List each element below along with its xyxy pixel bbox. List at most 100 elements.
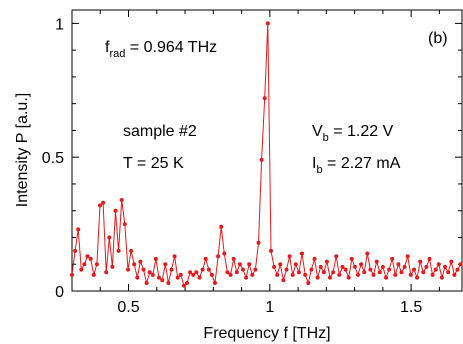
data-point bbox=[219, 224, 224, 229]
data-point bbox=[172, 254, 177, 259]
data-point bbox=[250, 272, 255, 277]
data-point bbox=[234, 270, 239, 275]
data-point bbox=[346, 275, 351, 280]
data-point bbox=[402, 264, 407, 269]
x-tick-label: 0.5 bbox=[117, 299, 139, 316]
data-point bbox=[324, 259, 329, 264]
data-point bbox=[275, 272, 280, 277]
data-point bbox=[452, 272, 457, 277]
data-point bbox=[427, 256, 432, 261]
data-point bbox=[343, 267, 348, 272]
data-point bbox=[405, 254, 410, 259]
data-point bbox=[135, 275, 140, 280]
data-point bbox=[209, 272, 214, 277]
data-point bbox=[433, 267, 438, 272]
data-point bbox=[85, 254, 90, 259]
data-point bbox=[455, 267, 460, 272]
data-point bbox=[408, 272, 413, 277]
annotation-vb-value: = 1.22 V bbox=[329, 123, 394, 140]
data-point bbox=[163, 262, 168, 267]
annotation-vb-subscript: b bbox=[323, 132, 329, 144]
data-point bbox=[181, 283, 186, 288]
annotation-ib: Ib = 2.27 mA bbox=[312, 155, 401, 176]
data-point bbox=[70, 272, 74, 277]
data-point bbox=[197, 275, 202, 280]
annotation-ib-symbol: I bbox=[312, 155, 316, 172]
annotations: (b) frad = 0.964 THz sample #2 T = 25 K … bbox=[105, 30, 448, 176]
data-point bbox=[421, 270, 426, 275]
data-point bbox=[368, 267, 373, 272]
data-point bbox=[256, 240, 261, 245]
data-point bbox=[331, 270, 336, 275]
data-point bbox=[126, 267, 130, 272]
data-point bbox=[396, 262, 401, 267]
data-point bbox=[390, 256, 395, 261]
data-point bbox=[371, 272, 376, 277]
data-point bbox=[73, 248, 78, 253]
annotation-ib-value: = 2.27 mA bbox=[323, 155, 401, 172]
data-point bbox=[359, 262, 364, 267]
annotation-frad-symbol: f bbox=[105, 39, 110, 56]
data-point bbox=[262, 96, 267, 101]
data-point bbox=[446, 270, 451, 275]
data-point bbox=[122, 222, 127, 227]
data-point bbox=[88, 256, 93, 261]
data-point bbox=[352, 264, 357, 269]
data-point bbox=[222, 251, 227, 256]
data-point bbox=[309, 267, 314, 272]
data-point bbox=[107, 235, 112, 240]
data-point bbox=[377, 270, 382, 275]
data-point bbox=[160, 278, 165, 283]
axes: 0.5 1 1.5 0 0.5 1 bbox=[42, 10, 462, 316]
panel-label: (b) bbox=[428, 30, 448, 47]
data-point bbox=[194, 270, 199, 275]
data-point bbox=[436, 262, 441, 267]
data-point bbox=[334, 254, 339, 259]
data-point bbox=[104, 270, 109, 275]
data-point bbox=[259, 157, 264, 162]
data-point bbox=[169, 267, 174, 272]
data-point bbox=[399, 270, 404, 275]
data-point bbox=[418, 259, 423, 264]
data-point bbox=[340, 264, 345, 269]
data-point bbox=[365, 251, 370, 256]
data-point bbox=[191, 272, 196, 277]
data-point bbox=[303, 272, 308, 277]
y-tick-label: 1 bbox=[55, 16, 64, 33]
plot-frame bbox=[71, 9, 463, 292]
data-point bbox=[110, 264, 115, 269]
data-point bbox=[300, 251, 304, 256]
data-point bbox=[147, 270, 152, 275]
data-point bbox=[458, 262, 463, 267]
data-point bbox=[153, 256, 158, 261]
annotation-ib-subscript: b bbox=[316, 164, 322, 176]
data-point bbox=[132, 262, 137, 267]
data-point bbox=[412, 267, 416, 272]
data-point bbox=[231, 256, 236, 261]
series-layer bbox=[70, 21, 463, 288]
data-point bbox=[116, 248, 121, 253]
data-point bbox=[424, 264, 429, 269]
data-point bbox=[200, 267, 205, 272]
data-point bbox=[206, 267, 211, 272]
data-point bbox=[284, 267, 289, 272]
data-point bbox=[374, 259, 379, 264]
data-point bbox=[157, 275, 161, 280]
data-point bbox=[356, 272, 360, 277]
annotation-vb: Vb = 1.22 V bbox=[312, 123, 394, 144]
data-point bbox=[449, 259, 454, 264]
data-point bbox=[337, 272, 342, 277]
data-point bbox=[253, 267, 258, 272]
data-point bbox=[244, 275, 249, 280]
data-point bbox=[306, 281, 311, 285]
data-point bbox=[439, 275, 444, 280]
data-point bbox=[113, 208, 118, 213]
data-point bbox=[185, 281, 189, 285]
data-point bbox=[278, 262, 283, 267]
data-point bbox=[79, 267, 84, 272]
data-point bbox=[362, 270, 367, 275]
data-point bbox=[290, 272, 295, 277]
y-tick-label: 0.5 bbox=[42, 150, 64, 167]
data-point bbox=[216, 254, 221, 259]
